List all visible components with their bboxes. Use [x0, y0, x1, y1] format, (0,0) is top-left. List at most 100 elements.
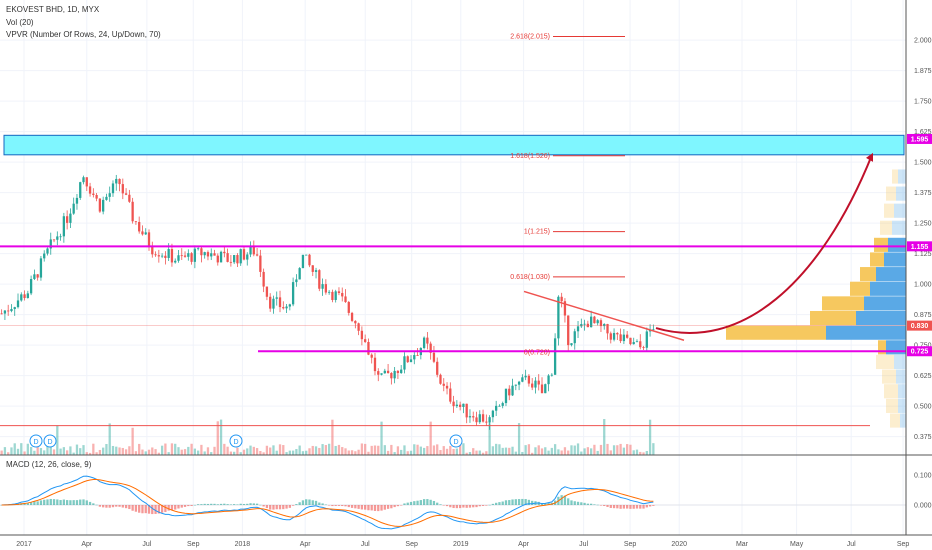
candle-body	[622, 334, 626, 342]
macd-histogram-bar	[648, 505, 652, 507]
macd-histogram-bar	[337, 505, 341, 506]
candle-body	[269, 296, 272, 309]
macd-histogram-bar	[118, 505, 121, 507]
volume-bar	[298, 445, 301, 455]
macd-histogram-bar	[403, 503, 406, 505]
candle-body	[246, 254, 249, 260]
profile-up-volume	[876, 267, 906, 282]
volume-bar	[534, 447, 537, 455]
volume-bar	[255, 448, 259, 455]
volume-bar	[13, 443, 16, 455]
candle-body	[131, 201, 134, 222]
time-tick-label: Sep	[405, 541, 418, 548]
volume-bar	[540, 448, 544, 455]
volume-bar	[85, 452, 88, 455]
fib-level-label: 1(1.215)	[524, 229, 550, 236]
candle-body	[550, 374, 553, 376]
candle-body	[400, 369, 403, 374]
candle-body	[383, 370, 386, 374]
profile-up-volume	[886, 340, 906, 355]
downtrend-line[interactable]	[523, 290, 685, 341]
volume-bar	[282, 445, 285, 455]
candle-body	[314, 270, 318, 272]
macd-indicator-label[interactable]: MACD (12, 26, close, 9)	[6, 460, 92, 469]
price-tick-label: 0.500	[914, 404, 932, 411]
projection-arrow[interactable]	[655, 154, 873, 334]
candle-body	[196, 248, 200, 250]
volume-bar	[108, 423, 111, 455]
candle-body	[262, 271, 265, 287]
price-tag-label: 0.830	[911, 323, 929, 330]
time-tick-label: Sep	[187, 541, 200, 548]
time-tick-label: Jul	[847, 541, 856, 548]
candle-body	[33, 274, 36, 280]
candle-body	[344, 296, 347, 303]
macd-histogram-bar	[52, 499, 56, 505]
candle-body	[357, 323, 360, 331]
macd-histogram-bar	[151, 505, 154, 515]
macd-histogram-bar	[639, 505, 642, 509]
candle-body	[124, 193, 128, 195]
macd-histogram-bar	[580, 502, 583, 505]
dividend-letter: D	[47, 439, 52, 446]
volume-bar	[131, 427, 134, 455]
vpvr-indicator-label[interactable]: VPVR (Number Of Rows, 24, Up/Down, 70)	[6, 30, 161, 39]
macd-histogram-bar	[432, 500, 436, 505]
candle-body	[377, 371, 380, 375]
macd-histogram-bar	[46, 499, 49, 505]
volume-bar	[321, 444, 324, 455]
volume-bar	[580, 451, 583, 455]
candle-body	[65, 216, 69, 223]
candle-body	[413, 355, 416, 360]
volume-bar	[33, 450, 36, 455]
macd-histogram-bar	[124, 505, 128, 509]
volume-bar	[72, 452, 75, 455]
macd-histogram-bar	[121, 505, 124, 508]
macd-histogram-bar	[635, 505, 639, 509]
macd-histogram-bar	[128, 505, 131, 510]
time-tick-label: 2019	[453, 541, 469, 548]
candle-body	[72, 203, 75, 214]
candle-body	[537, 380, 540, 385]
price-tag-label: 1.595	[911, 136, 929, 143]
candle-body	[426, 337, 429, 344]
macd-histogram-bar	[626, 505, 629, 509]
time-axis[interactable]: 2017 Apr Jul Sep 2018 Apr Jul Sep 2019 Apr Jul Sep 2…	[0, 454, 932, 548]
volume-bar	[606, 443, 609, 455]
profile-down-volume	[882, 369, 896, 384]
volume-bar	[134, 451, 138, 455]
macd-histogram-bar	[642, 505, 645, 509]
candle-body	[341, 292, 344, 297]
price-axis[interactable]: 0.375 0.500 0.625 0.750 0.875 1.000 1.125 1.250…	[905, 0, 932, 535]
macd-histogram-bar	[573, 501, 576, 505]
candle-body	[514, 384, 517, 386]
candle-body	[485, 421, 488, 423]
candle-body	[652, 329, 655, 331]
volume-bar	[514, 451, 517, 455]
dividend-circle	[229, 434, 243, 448]
macd-histogram-bar	[386, 505, 390, 509]
candle-body	[462, 403, 465, 407]
candle-body	[603, 323, 606, 327]
volume-bar	[403, 445, 406, 455]
volume-bar	[642, 452, 645, 455]
vol-indicator-label[interactable]: Vol (20)	[6, 18, 34, 27]
candle-body	[324, 284, 328, 293]
macd-histogram-bar	[373, 505, 377, 511]
fib-level-label: 1.618(1.526)	[510, 153, 550, 160]
candle-body	[79, 182, 82, 198]
volume-bar	[485, 451, 488, 455]
volume-bar	[619, 443, 622, 455]
volume-bar	[537, 445, 540, 455]
macd-histogram-bar	[449, 505, 452, 508]
volume-bar	[436, 444, 439, 455]
macd-histogram-bar	[364, 505, 367, 510]
candle-body	[210, 253, 213, 257]
volume-bar	[357, 449, 360, 455]
volume-bar	[301, 451, 305, 455]
volume-bar	[491, 446, 495, 455]
macd-histogram-bar	[495, 502, 498, 505]
candle-body	[92, 193, 95, 195]
